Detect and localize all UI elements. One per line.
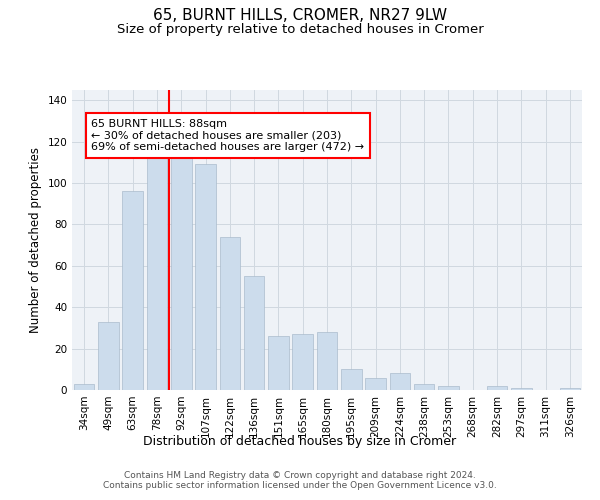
Bar (171, 154, 191, 390)
Bar (414, 384, 434, 390)
Bar (74, 384, 94, 390)
Bar (438, 386, 459, 390)
Bar (487, 386, 508, 390)
Bar (268, 336, 289, 390)
Bar (122, 192, 143, 390)
Bar (195, 164, 216, 390)
Bar (365, 378, 386, 390)
Bar (292, 334, 313, 390)
Bar (220, 237, 240, 390)
Bar (389, 374, 410, 390)
Bar (98, 322, 119, 390)
Bar (317, 332, 337, 390)
Bar (244, 276, 265, 390)
Bar (146, 154, 167, 390)
Bar (560, 388, 580, 390)
Text: Size of property relative to detached houses in Cromer: Size of property relative to detached ho… (116, 22, 484, 36)
Text: 65, BURNT HILLS, CROMER, NR27 9LW: 65, BURNT HILLS, CROMER, NR27 9LW (153, 8, 447, 22)
Text: Distribution of detached houses by size in Cromer: Distribution of detached houses by size … (143, 435, 457, 448)
Bar (511, 388, 532, 390)
Text: 65 BURNT HILLS: 88sqm
← 30% of detached houses are smaller (203)
69% of semi-det: 65 BURNT HILLS: 88sqm ← 30% of detached … (91, 119, 365, 152)
Bar (341, 370, 362, 390)
Y-axis label: Number of detached properties: Number of detached properties (29, 147, 42, 333)
Text: Contains HM Land Registry data © Crown copyright and database right 2024.
Contai: Contains HM Land Registry data © Crown c… (103, 470, 497, 490)
